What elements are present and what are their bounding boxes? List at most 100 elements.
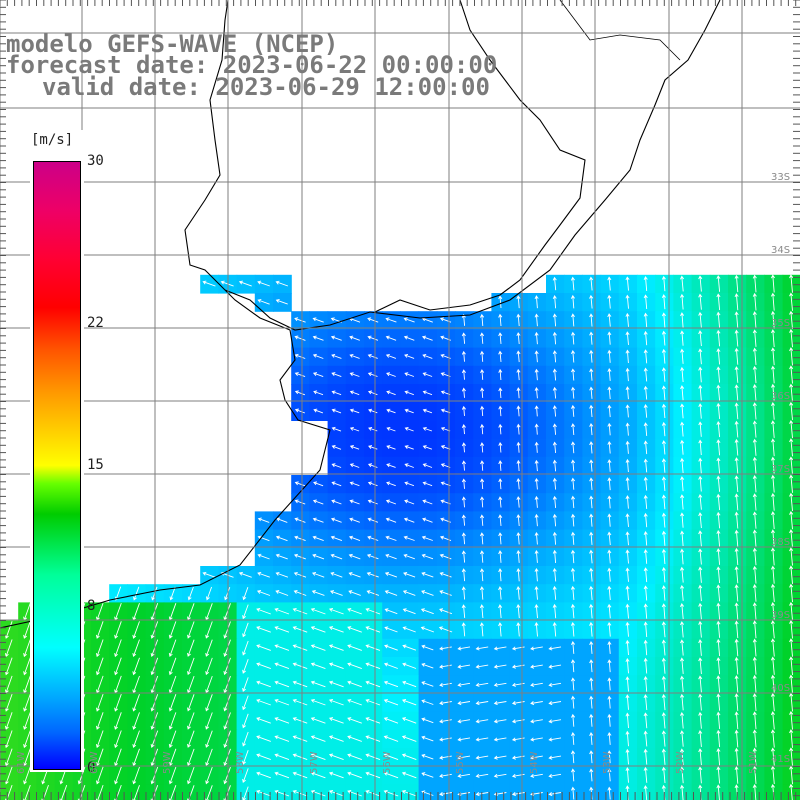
model-title: modelo GEFS-WAVE (NCEP) xyxy=(6,30,339,58)
wind-arrow xyxy=(625,422,630,436)
wind-arrow xyxy=(552,477,557,490)
wind-arrow xyxy=(257,535,270,542)
wind-arrow xyxy=(292,644,308,651)
wind-cell xyxy=(254,784,274,800)
wind-arrow xyxy=(4,657,13,676)
wind-arrow xyxy=(625,676,630,692)
wind-arrow xyxy=(475,737,489,742)
wind-arrow xyxy=(625,658,630,674)
wind-arrow xyxy=(310,680,326,688)
wind-arrow xyxy=(498,496,503,508)
wind-arrow xyxy=(789,365,794,384)
wind-arrow xyxy=(4,693,13,712)
wind-arrow xyxy=(570,276,575,291)
wind-arrow xyxy=(552,459,557,472)
wind-arrow xyxy=(256,590,271,596)
wind-arrow xyxy=(752,347,757,365)
wind-arrow xyxy=(479,622,484,637)
wind-arrow xyxy=(770,747,775,766)
wind-arrow xyxy=(607,294,612,309)
wind-arrow xyxy=(331,426,342,432)
wind-arrow xyxy=(661,694,666,711)
wind-arrow xyxy=(421,535,433,541)
wind-arrow xyxy=(716,584,721,602)
wind-arrow xyxy=(661,766,666,784)
wind-arrow xyxy=(716,566,721,584)
wind-arrow xyxy=(4,621,13,639)
wind-arrow xyxy=(643,785,648,800)
wind-arrow xyxy=(421,553,434,560)
wind-cell xyxy=(509,784,529,800)
wind-cell xyxy=(473,784,492,800)
lat-label: 39S xyxy=(771,610,791,621)
wind-arrow xyxy=(516,622,521,637)
wind-arrow xyxy=(643,531,648,546)
wind-arrow xyxy=(331,390,342,396)
wind-arrow xyxy=(752,311,757,329)
wind-cell xyxy=(527,784,547,800)
wind-arrow xyxy=(570,622,575,637)
colorbar-tick-0: 0 xyxy=(87,760,96,776)
wind-arrow xyxy=(475,682,489,687)
wind-arrow xyxy=(498,368,503,381)
wind-arrow xyxy=(625,621,630,637)
wind-arrow xyxy=(661,476,666,491)
wind-arrow xyxy=(461,568,466,582)
wind-arrow xyxy=(570,531,576,545)
wind-arrow xyxy=(607,276,612,291)
wind-arrow xyxy=(698,403,703,419)
wind-arrow xyxy=(607,603,612,619)
lat-label: 34S xyxy=(771,245,791,256)
wind-arrow xyxy=(625,730,630,747)
wind-arrow xyxy=(552,549,557,564)
wind-arrow xyxy=(534,295,539,309)
wind-arrow xyxy=(292,753,308,761)
wind-arrow xyxy=(679,784,685,800)
wind-arrow xyxy=(530,719,543,724)
wind-arrow xyxy=(589,732,594,745)
wind-arrow xyxy=(661,421,666,437)
wind-arrow xyxy=(439,737,452,742)
wind-arrow xyxy=(404,426,414,432)
wind-arrow xyxy=(348,571,361,578)
wind-arrow xyxy=(498,442,503,453)
wind-arrow xyxy=(570,477,576,490)
wind-arrow xyxy=(479,514,485,526)
wind-arrow xyxy=(698,366,703,383)
wind-arrow xyxy=(292,662,308,670)
wind-arrow xyxy=(347,789,362,797)
wind-arrow xyxy=(242,604,249,620)
wind-arrow xyxy=(643,294,648,310)
wind-arrow xyxy=(698,548,703,565)
wind-arrow xyxy=(643,567,648,583)
wind-arrow xyxy=(366,572,379,578)
wind-arrow xyxy=(367,372,378,377)
wind-arrow xyxy=(607,313,612,327)
wind-arrow xyxy=(770,602,775,621)
wind-arrow xyxy=(347,680,362,688)
wind-arrow xyxy=(457,719,471,724)
wind-arrow xyxy=(421,681,434,687)
wind-arrow xyxy=(386,463,396,468)
wind-arrow xyxy=(347,717,362,724)
wind-arrow xyxy=(716,475,721,492)
wind-arrow xyxy=(294,517,306,523)
wind-arrow xyxy=(274,735,290,742)
wind-arrow xyxy=(589,768,594,782)
wind-arrow xyxy=(679,693,685,711)
wind-arrow xyxy=(589,404,594,418)
wind-arrow xyxy=(439,755,452,760)
wind-arrow xyxy=(383,735,399,742)
wind-arrow xyxy=(275,298,288,305)
wind-arrow xyxy=(661,512,666,528)
wind-arrow xyxy=(734,457,739,474)
wind-arrow xyxy=(734,402,739,420)
wind-arrow xyxy=(328,789,344,797)
wind-arrow xyxy=(570,294,575,309)
wind-arrow xyxy=(734,711,739,730)
wind-arrow xyxy=(168,748,177,767)
coastline-fill-sa xyxy=(559,0,681,61)
wind-arrow xyxy=(95,621,104,639)
wind-arrow xyxy=(328,644,344,651)
wind-arrow xyxy=(238,571,252,578)
